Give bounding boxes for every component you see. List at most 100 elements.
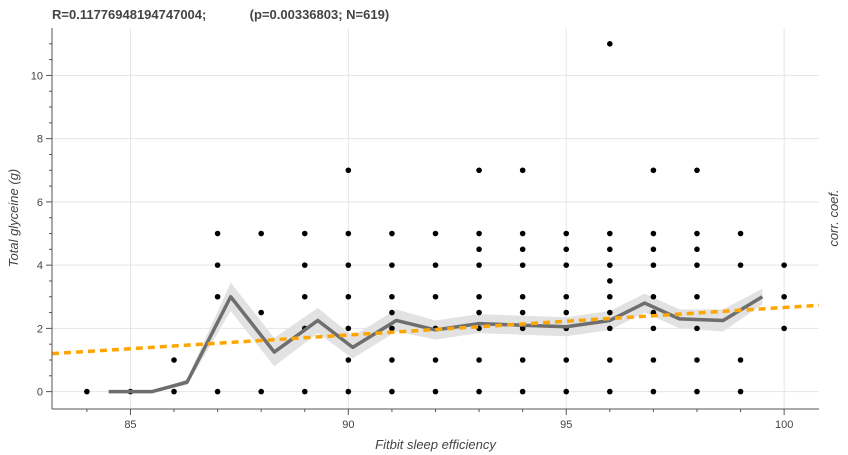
data-point xyxy=(214,293,221,300)
data-point xyxy=(607,388,613,395)
axes: 85 90 95 100 0 2 4 6 8 10 xyxy=(31,28,819,431)
data-point xyxy=(519,246,526,253)
data-point xyxy=(563,309,570,316)
data-point xyxy=(345,388,352,395)
data-point xyxy=(650,293,657,300)
data-point xyxy=(389,388,395,395)
data-point xyxy=(301,262,308,268)
x-tick-label: 90 xyxy=(342,419,354,431)
data-point xyxy=(650,230,657,237)
chart-title: R=0.11776948194747004; (p=0.00336803; N=… xyxy=(52,7,390,22)
data-point xyxy=(694,357,700,363)
data-point xyxy=(476,262,482,268)
data-point xyxy=(519,357,526,363)
data-point xyxy=(694,325,700,332)
data-point xyxy=(737,230,744,237)
data-point xyxy=(607,278,613,284)
right-axis-label: corr. coef. xyxy=(826,189,841,246)
data-point xyxy=(214,262,221,268)
points-layer xyxy=(84,41,787,395)
data-point xyxy=(519,309,526,316)
data-point xyxy=(389,325,395,332)
data-point xyxy=(607,246,613,253)
data-point xyxy=(607,293,613,300)
plot-area xyxy=(52,28,819,409)
data-point xyxy=(563,388,570,395)
y-tick-label: 4 xyxy=(37,260,43,272)
data-point xyxy=(519,293,526,300)
data-point xyxy=(345,357,352,363)
confidence-band-layer xyxy=(108,282,763,392)
data-point xyxy=(650,262,657,268)
data-point xyxy=(432,262,439,268)
data-point xyxy=(84,388,90,395)
data-point xyxy=(258,388,264,395)
data-point xyxy=(694,293,700,300)
data-point xyxy=(214,388,221,395)
x-tick-label: 95 xyxy=(560,419,572,431)
data-point xyxy=(781,262,787,268)
data-point xyxy=(563,262,570,268)
data-point xyxy=(345,293,352,300)
data-point xyxy=(171,388,177,395)
data-point xyxy=(432,357,439,363)
data-point xyxy=(650,357,657,363)
y-tick-label: 0 xyxy=(37,387,43,399)
data-point xyxy=(694,388,700,395)
x-tick-label: 100 xyxy=(775,419,793,431)
data-point xyxy=(389,262,395,268)
data-point xyxy=(563,246,570,253)
data-point xyxy=(476,167,482,174)
data-point xyxy=(345,167,352,174)
data-point xyxy=(563,230,570,237)
data-point xyxy=(650,167,657,174)
data-point xyxy=(607,262,613,268)
data-point xyxy=(389,293,395,300)
data-point xyxy=(519,262,526,268)
data-point xyxy=(694,230,700,237)
data-point xyxy=(607,230,613,237)
data-point xyxy=(563,293,570,300)
data-point xyxy=(389,309,395,316)
data-point xyxy=(389,230,395,237)
data-point xyxy=(781,293,787,300)
data-point xyxy=(607,325,613,332)
data-point xyxy=(345,230,352,237)
data-point xyxy=(563,357,570,363)
data-point xyxy=(607,309,613,316)
data-point xyxy=(476,293,482,300)
data-point xyxy=(737,388,744,395)
data-point xyxy=(258,230,264,237)
confidence-band xyxy=(108,282,763,392)
data-point xyxy=(519,388,526,395)
data-point xyxy=(607,357,613,363)
data-point xyxy=(650,246,657,253)
data-point xyxy=(301,230,308,237)
data-point xyxy=(476,230,482,237)
trend-line xyxy=(51,303,820,356)
x-axis-label: Fitbit sleep efficiency xyxy=(375,437,497,452)
data-point xyxy=(519,167,526,174)
y-axis-label: Total glyceine (g) xyxy=(6,169,21,268)
data-point xyxy=(258,309,264,316)
y-tick-label: 8 xyxy=(37,134,43,146)
data-point xyxy=(650,325,657,332)
data-point xyxy=(345,325,352,332)
data-point xyxy=(737,262,744,268)
grid xyxy=(52,28,819,409)
data-point xyxy=(694,246,700,253)
data-point xyxy=(476,246,482,253)
data-point xyxy=(476,357,482,363)
y-tick-label: 10 xyxy=(31,70,43,82)
data-point xyxy=(694,262,700,268)
data-point xyxy=(214,230,221,237)
data-point xyxy=(432,293,439,300)
data-point xyxy=(519,230,526,237)
y-tick-label: 2 xyxy=(37,323,43,335)
data-point xyxy=(607,41,613,47)
data-point xyxy=(694,167,700,174)
data-point xyxy=(650,388,657,395)
data-point xyxy=(432,230,439,237)
data-point xyxy=(476,388,482,395)
